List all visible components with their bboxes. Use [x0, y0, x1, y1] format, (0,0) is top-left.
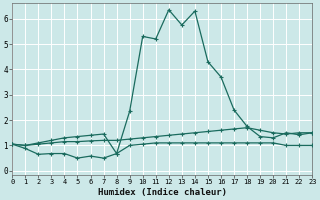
- X-axis label: Humidex (Indice chaleur): Humidex (Indice chaleur): [98, 188, 227, 197]
